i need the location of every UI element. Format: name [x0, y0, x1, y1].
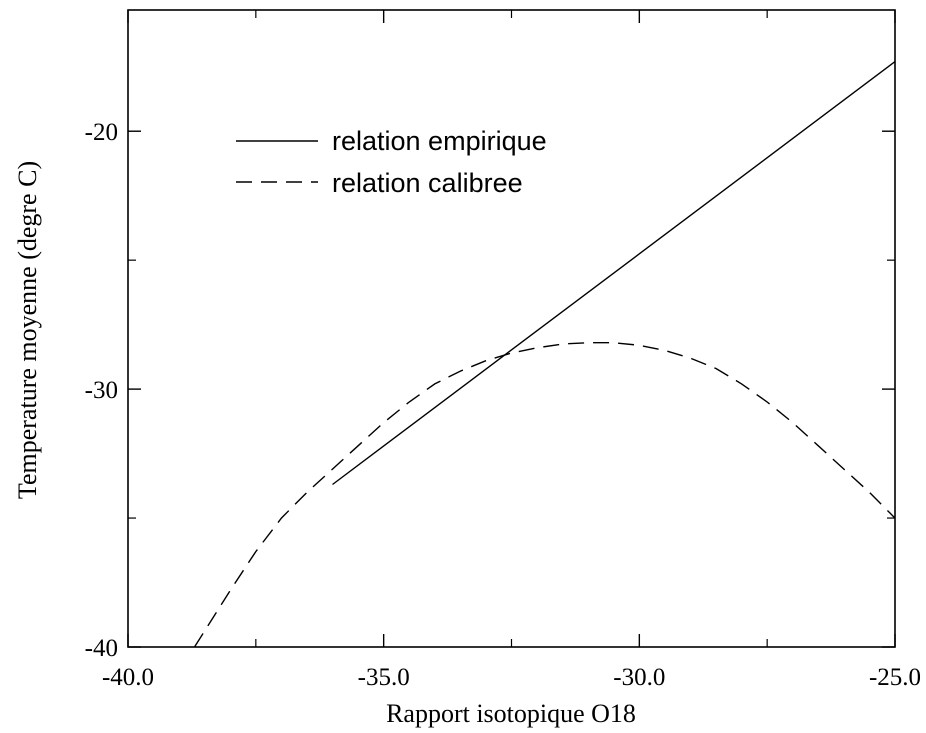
y-tick-label: -20: [85, 119, 118, 146]
axis-ticks: [127, 10, 896, 648]
y-axis-title: Temperature moyenne (degre C): [13, 161, 42, 499]
x-axis-title: Rapport isotopique O18: [386, 699, 636, 728]
y-tick-label: -40: [85, 635, 118, 662]
legend-label-calibree: relation calibree: [332, 168, 523, 198]
x-tick-label: -25.0: [869, 664, 921, 691]
series-lines: [193, 61, 896, 648]
legend: relation empirique relation calibree: [236, 126, 547, 198]
x-tick-label: -35.0: [358, 664, 410, 691]
axis-tick-labels: -40.0 -35.0 -30.0 -25.0 -40 -30 -20: [85, 119, 921, 691]
series-line-calibree: [193, 342, 896, 648]
series-line-empirique: [332, 61, 896, 486]
x-tick-label: -30.0: [613, 664, 665, 691]
legend-label-empirique: relation empirique: [332, 126, 547, 156]
y-tick-label: -30: [85, 377, 118, 404]
plot-frame: [127, 9, 896, 648]
x-tick-label: -40.0: [102, 664, 154, 691]
